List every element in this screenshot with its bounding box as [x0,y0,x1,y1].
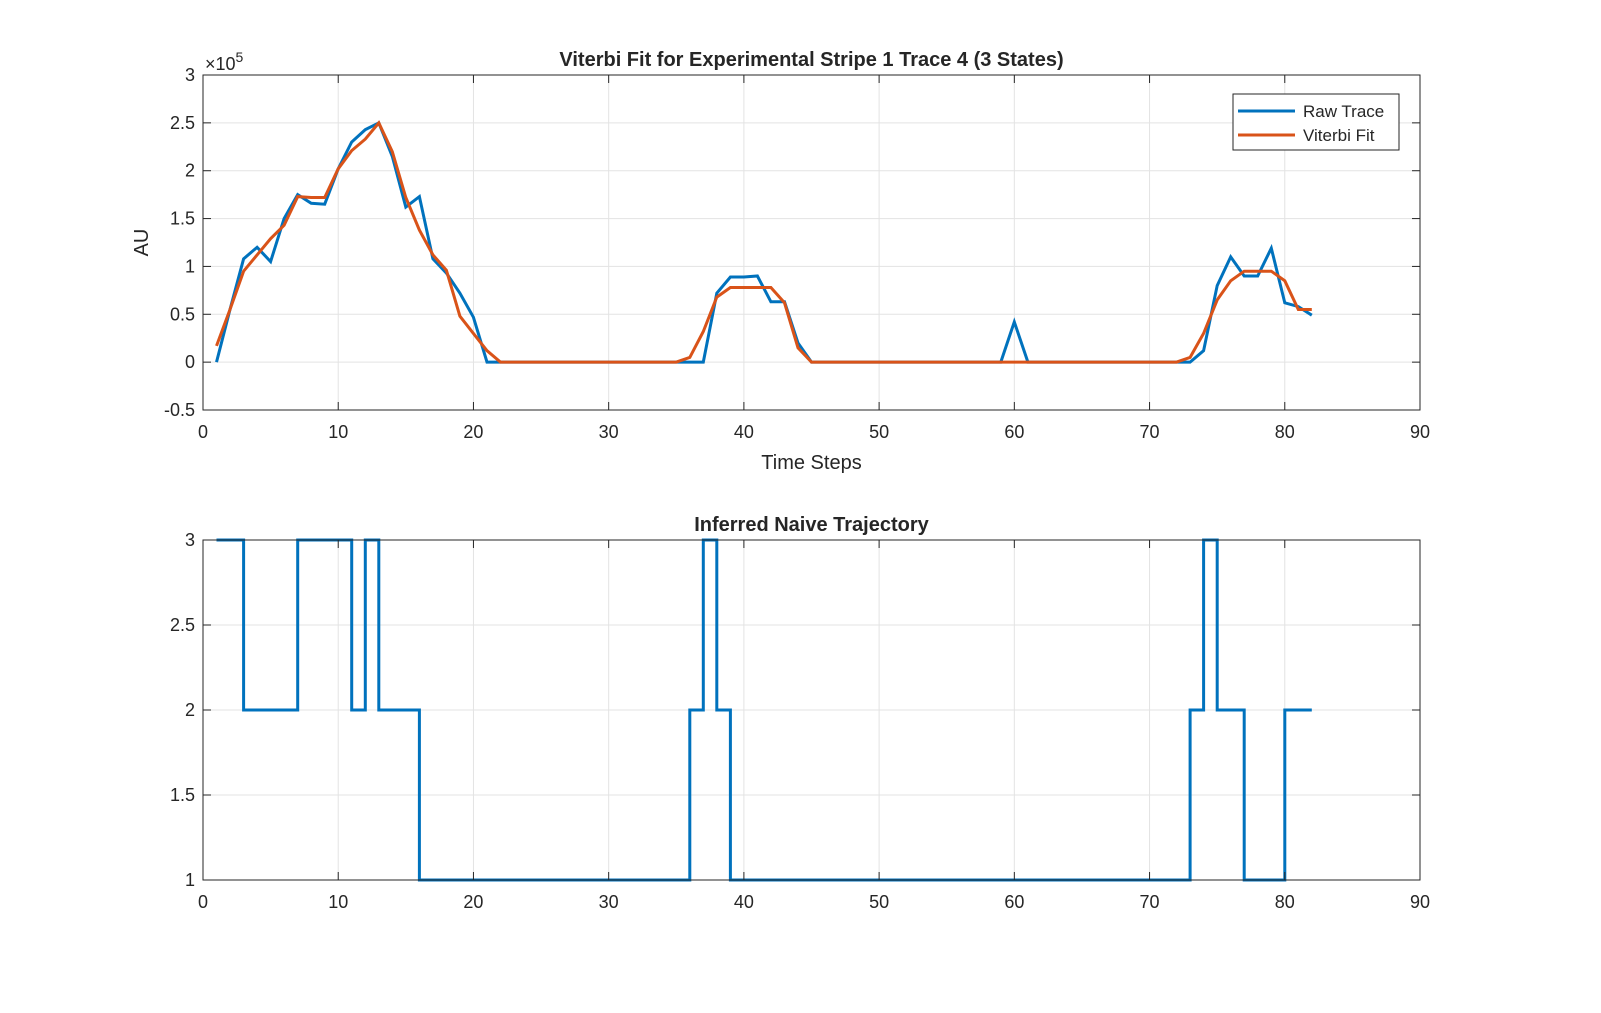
chart-title: Inferred Naive Trajectory [694,514,929,536]
x-tick-label: 0 [198,422,208,442]
y-tick-label: 2.5 [170,113,195,133]
x-tick-label: 80 [1275,422,1295,442]
y-tick-label: 3 [185,530,195,550]
y-tick-label: -0.5 [164,400,195,420]
tick-labels: 0 10 20 30 40 50 60 70 80 90 1 1.5 2 2.5 3 [170,530,1430,912]
y-exponent-power: 5 [236,49,244,65]
y-tick-label: 0.5 [170,304,195,324]
y-axis-label: AU [131,229,153,257]
y-tick-label: 3 [185,65,195,85]
series-line-viterbi-fit [215,120,1312,364]
x-axis-label: Time Steps [761,452,861,474]
y-tick-label: 2 [185,700,195,720]
series-line-raw-trace [215,120,1313,364]
x-tick-label: 70 [1140,422,1160,442]
x-tick-label: 60 [1004,892,1024,912]
axes-box [202,74,1421,411]
x-tick-label: 20 [463,892,483,912]
y-tick-label: 1.5 [170,785,195,805]
trajectory-axes: 0 10 20 30 40 50 60 70 80 90 1 1.5 2 2.5 3 Inferred Na… [170,514,1430,912]
y-tick-label: 2.5 [170,615,195,635]
y-exponent-base: ×10 [205,54,236,74]
x-tick-label: 30 [599,892,619,912]
x-tick-label: 10 [328,892,348,912]
legend-label-viterbi-fit: Viterbi Fit [1303,126,1375,145]
y-tick-label: 1 [185,256,195,276]
y-exponent-label: ×105 [205,49,244,74]
y-tick-label: 0 [185,352,195,372]
x-tick-label: 30 [599,422,619,442]
x-tick-label: 50 [869,892,889,912]
y-tick-label: 1 [185,870,195,890]
x-tick-label: 50 [869,422,889,442]
series-group [215,120,1313,364]
x-tick-label: 60 [1004,422,1024,442]
x-tick-label: 20 [463,422,483,442]
x-tick-label: 90 [1410,422,1430,442]
x-tick-label: 40 [734,892,754,912]
x-tick-label: 10 [328,422,348,442]
viterbi-fit-axes: 0 10 20 30 40 50 60 70 80 90-0.500.511.522.53 Vit… [131,49,1430,474]
chart-title: Viterbi Fit for Experimental Stripe 1 Tr… [559,49,1063,71]
y-tick-label: 1.5 [170,209,195,229]
x-tick-label: 80 [1275,892,1295,912]
y-tick-label: 2 [185,161,195,181]
x-tick-label: 40 [734,422,754,442]
tick-labels: 0 10 20 30 40 50 60 70 80 90-0.500.511.522.53 [164,65,1430,442]
legend-label-raw-trace: Raw Trace [1303,102,1384,121]
x-tick-label: 0 [198,892,208,912]
legend-box [1232,93,1400,151]
x-tick-label: 70 [1140,892,1160,912]
legend: Raw Trace Viterbi Fit [1232,93,1400,151]
x-tick-label: 90 [1410,892,1430,912]
